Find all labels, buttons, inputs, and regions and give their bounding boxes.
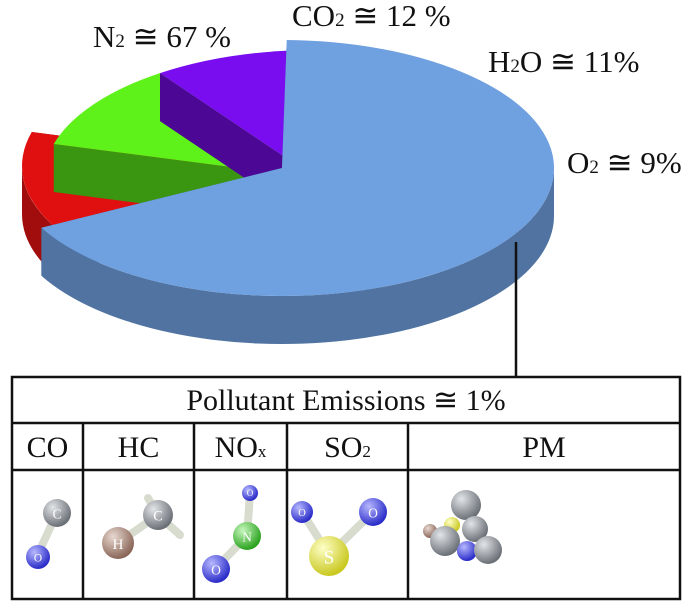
slice-label-3: O2 ≅ 9% <box>567 145 682 180</box>
column-header-pm: PM <box>522 431 565 464</box>
svg-text:O: O <box>247 488 254 498</box>
svg-text:C: C <box>53 506 62 521</box>
svg-text:C: C <box>153 509 163 525</box>
svg-text:O: O <box>211 562 221 577</box>
svg-text:S: S <box>324 548 335 569</box>
carbon-monoxide-molecule-icon: CO <box>26 499 71 569</box>
pie-slice-0 <box>41 40 554 344</box>
column-header-hc: HC <box>118 431 160 464</box>
nitrogen-oxide-molecule-icon: O N O <box>202 485 261 583</box>
svg-text:H: H <box>113 536 124 553</box>
svg-text:N: N <box>242 529 252 544</box>
slice-label-0: N2 ≅ 67 % <box>93 19 231 54</box>
svg-text:O: O <box>34 553 42 565</box>
slice-label-1: CO2 ≅ 12 % <box>292 0 451 33</box>
slice-label-2: H2O ≅ 11% <box>488 44 639 79</box>
table-title: Pollutant Emissions ≅ 1% <box>186 384 505 417</box>
svg-text:O: O <box>368 505 378 520</box>
hydrocarbon-molecule-icon: CH <box>102 494 184 559</box>
column-header-co: CO <box>27 431 69 464</box>
svg-text:O: O <box>298 508 306 519</box>
column-header-so: SO2 <box>324 431 371 464</box>
particulate-matter-icon <box>423 490 502 564</box>
sulfur-dioxide-molecule-icon: O O S <box>291 498 387 576</box>
column-header-no: NOx <box>215 431 267 464</box>
pollutant-table <box>10 375 682 601</box>
